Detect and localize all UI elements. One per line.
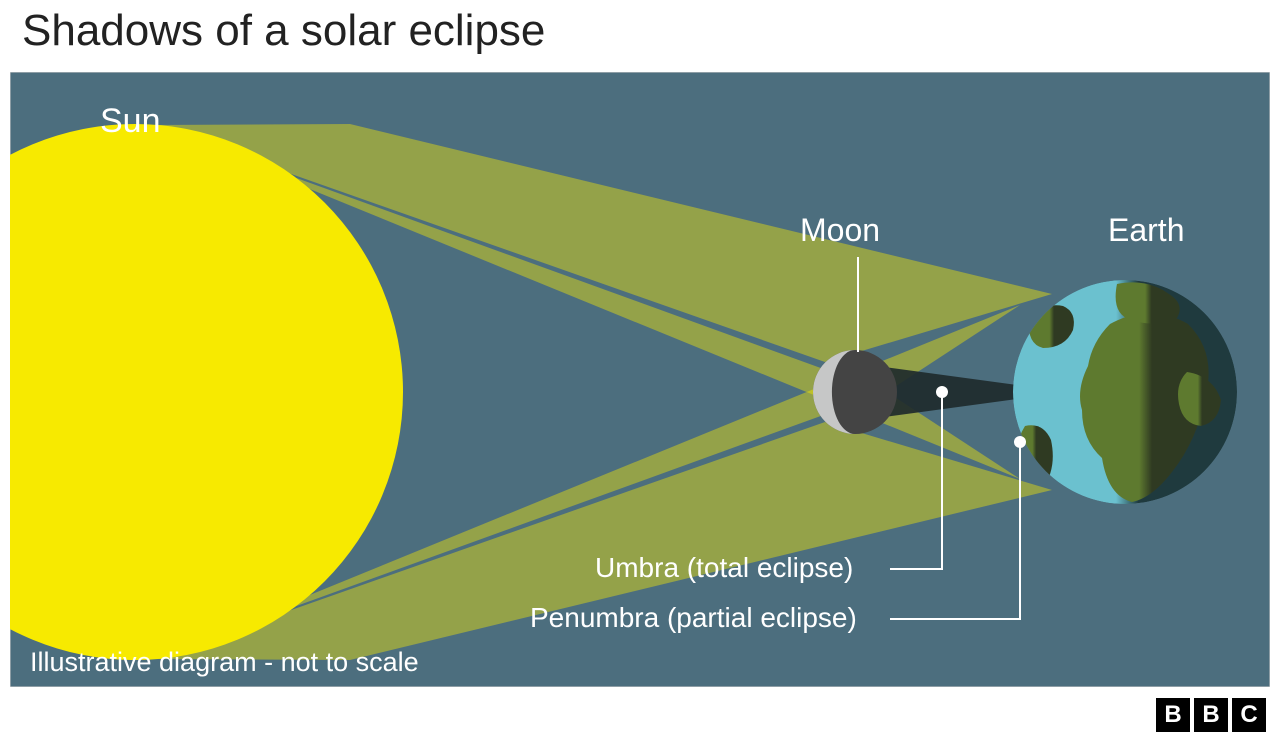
sun-label: Sun	[100, 102, 161, 141]
logo-letter-1: B	[1156, 698, 1190, 732]
logo-letter-3: C	[1232, 698, 1266, 732]
moon-label: Moon	[800, 212, 880, 249]
diagram-svg	[10, 72, 1270, 687]
logo-letter-2: B	[1194, 698, 1228, 732]
umbra-label: Umbra (total eclipse)	[595, 552, 853, 584]
diagram-title: Shadows of a solar eclipse	[22, 6, 545, 56]
diagram-panel: Sun Moon Earth Umbra (total eclipse) Pen…	[10, 72, 1270, 687]
penumbra-label: Penumbra (partial eclipse)	[530, 602, 857, 634]
bbc-logo: B B C	[1156, 698, 1266, 732]
footnote-label: Illustrative diagram - not to scale	[30, 647, 419, 678]
earth-label: Earth	[1108, 212, 1184, 249]
